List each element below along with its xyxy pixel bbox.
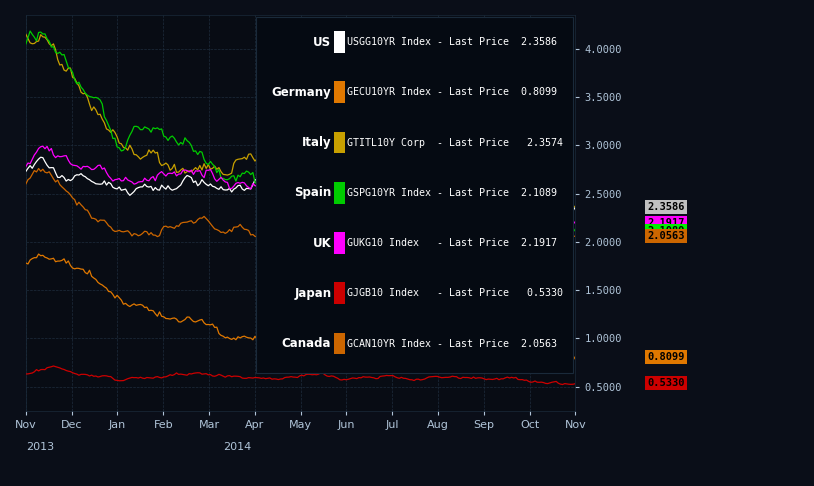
Bar <box>334 82 344 103</box>
Bar <box>334 132 344 154</box>
Text: GJGB10 Index   - Last Price   0.5330: GJGB10 Index - Last Price 0.5330 <box>348 288 563 298</box>
Text: GCAN10YR Index - Last Price  2.0563: GCAN10YR Index - Last Price 2.0563 <box>348 339 558 348</box>
Text: 2.1089: 2.1089 <box>648 226 685 236</box>
Text: Canada: Canada <box>282 337 331 350</box>
Text: GSPG10YR Index - Last Price  2.1089: GSPG10YR Index - Last Price 2.1089 <box>348 188 558 198</box>
Text: GTITL10Y Corp  - Last Price   2.3574: GTITL10Y Corp - Last Price 2.3574 <box>348 138 563 148</box>
FancyBboxPatch shape <box>256 17 572 373</box>
Text: US: US <box>313 35 331 49</box>
Text: Italy: Italy <box>302 136 331 149</box>
Text: Germany: Germany <box>272 86 331 99</box>
Bar <box>334 282 344 304</box>
Bar <box>334 333 344 354</box>
Bar <box>334 232 344 254</box>
Text: 2.0563: 2.0563 <box>648 231 685 242</box>
Text: Spain: Spain <box>294 186 331 199</box>
Text: Japan: Japan <box>294 287 331 300</box>
Text: GECU10YR Index - Last Price  0.8099: GECU10YR Index - Last Price 0.8099 <box>348 87 558 97</box>
Text: USGG10YR Index - Last Price  2.3586: USGG10YR Index - Last Price 2.3586 <box>348 37 558 47</box>
Text: 2013: 2013 <box>26 442 54 451</box>
Text: 2014: 2014 <box>223 442 252 451</box>
Text: 0.8099: 0.8099 <box>648 352 685 362</box>
Bar <box>334 31 344 53</box>
Text: 2.3586: 2.3586 <box>648 202 685 212</box>
Text: UK: UK <box>313 237 331 250</box>
Text: 2.1917: 2.1917 <box>648 218 685 228</box>
Text: 0.5330: 0.5330 <box>648 379 685 388</box>
Bar <box>334 182 344 204</box>
Text: GUKG10 Index   - Last Price  2.1917: GUKG10 Index - Last Price 2.1917 <box>348 238 558 248</box>
